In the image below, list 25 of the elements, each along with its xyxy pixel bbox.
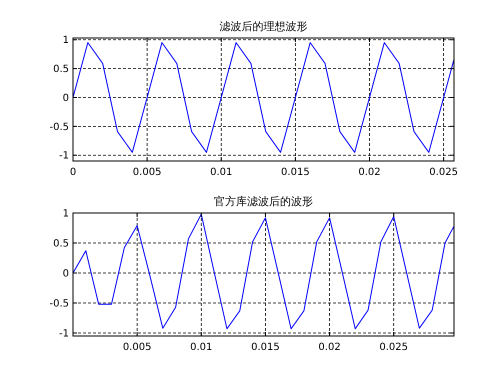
chart-title: 滤波后的理想波形 [220, 20, 308, 33]
y-tick-label: 0 [62, 92, 69, 104]
y-tick-label: 1 [62, 208, 69, 220]
x-tick-label: 0.025 [379, 342, 408, 353]
x-tick-label: 0.025 [429, 167, 458, 178]
x-tick-label: 0.005 [122, 342, 152, 353]
chart-title: 官方库滤波后的波形 [214, 195, 313, 208]
x-tick-label: 0 [70, 167, 76, 178]
y-tick-label: -0.5 [49, 298, 69, 310]
x-tick-label: 0.02 [318, 342, 341, 353]
x-tick-label: 0.01 [190, 342, 212, 353]
x-tick-label: 0.015 [281, 167, 310, 178]
y-tick-label: 0.5 [53, 238, 69, 250]
line-series [72, 214, 454, 330]
y-tick-label: -1 [59, 328, 69, 340]
x-tick-label: 0.015 [251, 342, 280, 353]
x-tick-label: 0.01 [210, 167, 232, 178]
x-tick-label: 0.02 [358, 167, 381, 178]
line-series [72, 42, 454, 153]
y-tick-label: -0.5 [49, 122, 69, 133]
y-tick-label: 0.5 [53, 64, 69, 76]
y-tick-label: -1 [59, 150, 69, 162]
y-tick-label: 0 [62, 268, 69, 280]
y-tick-label: 1 [62, 35, 69, 46]
x-tick-label: 0.005 [132, 167, 162, 178]
